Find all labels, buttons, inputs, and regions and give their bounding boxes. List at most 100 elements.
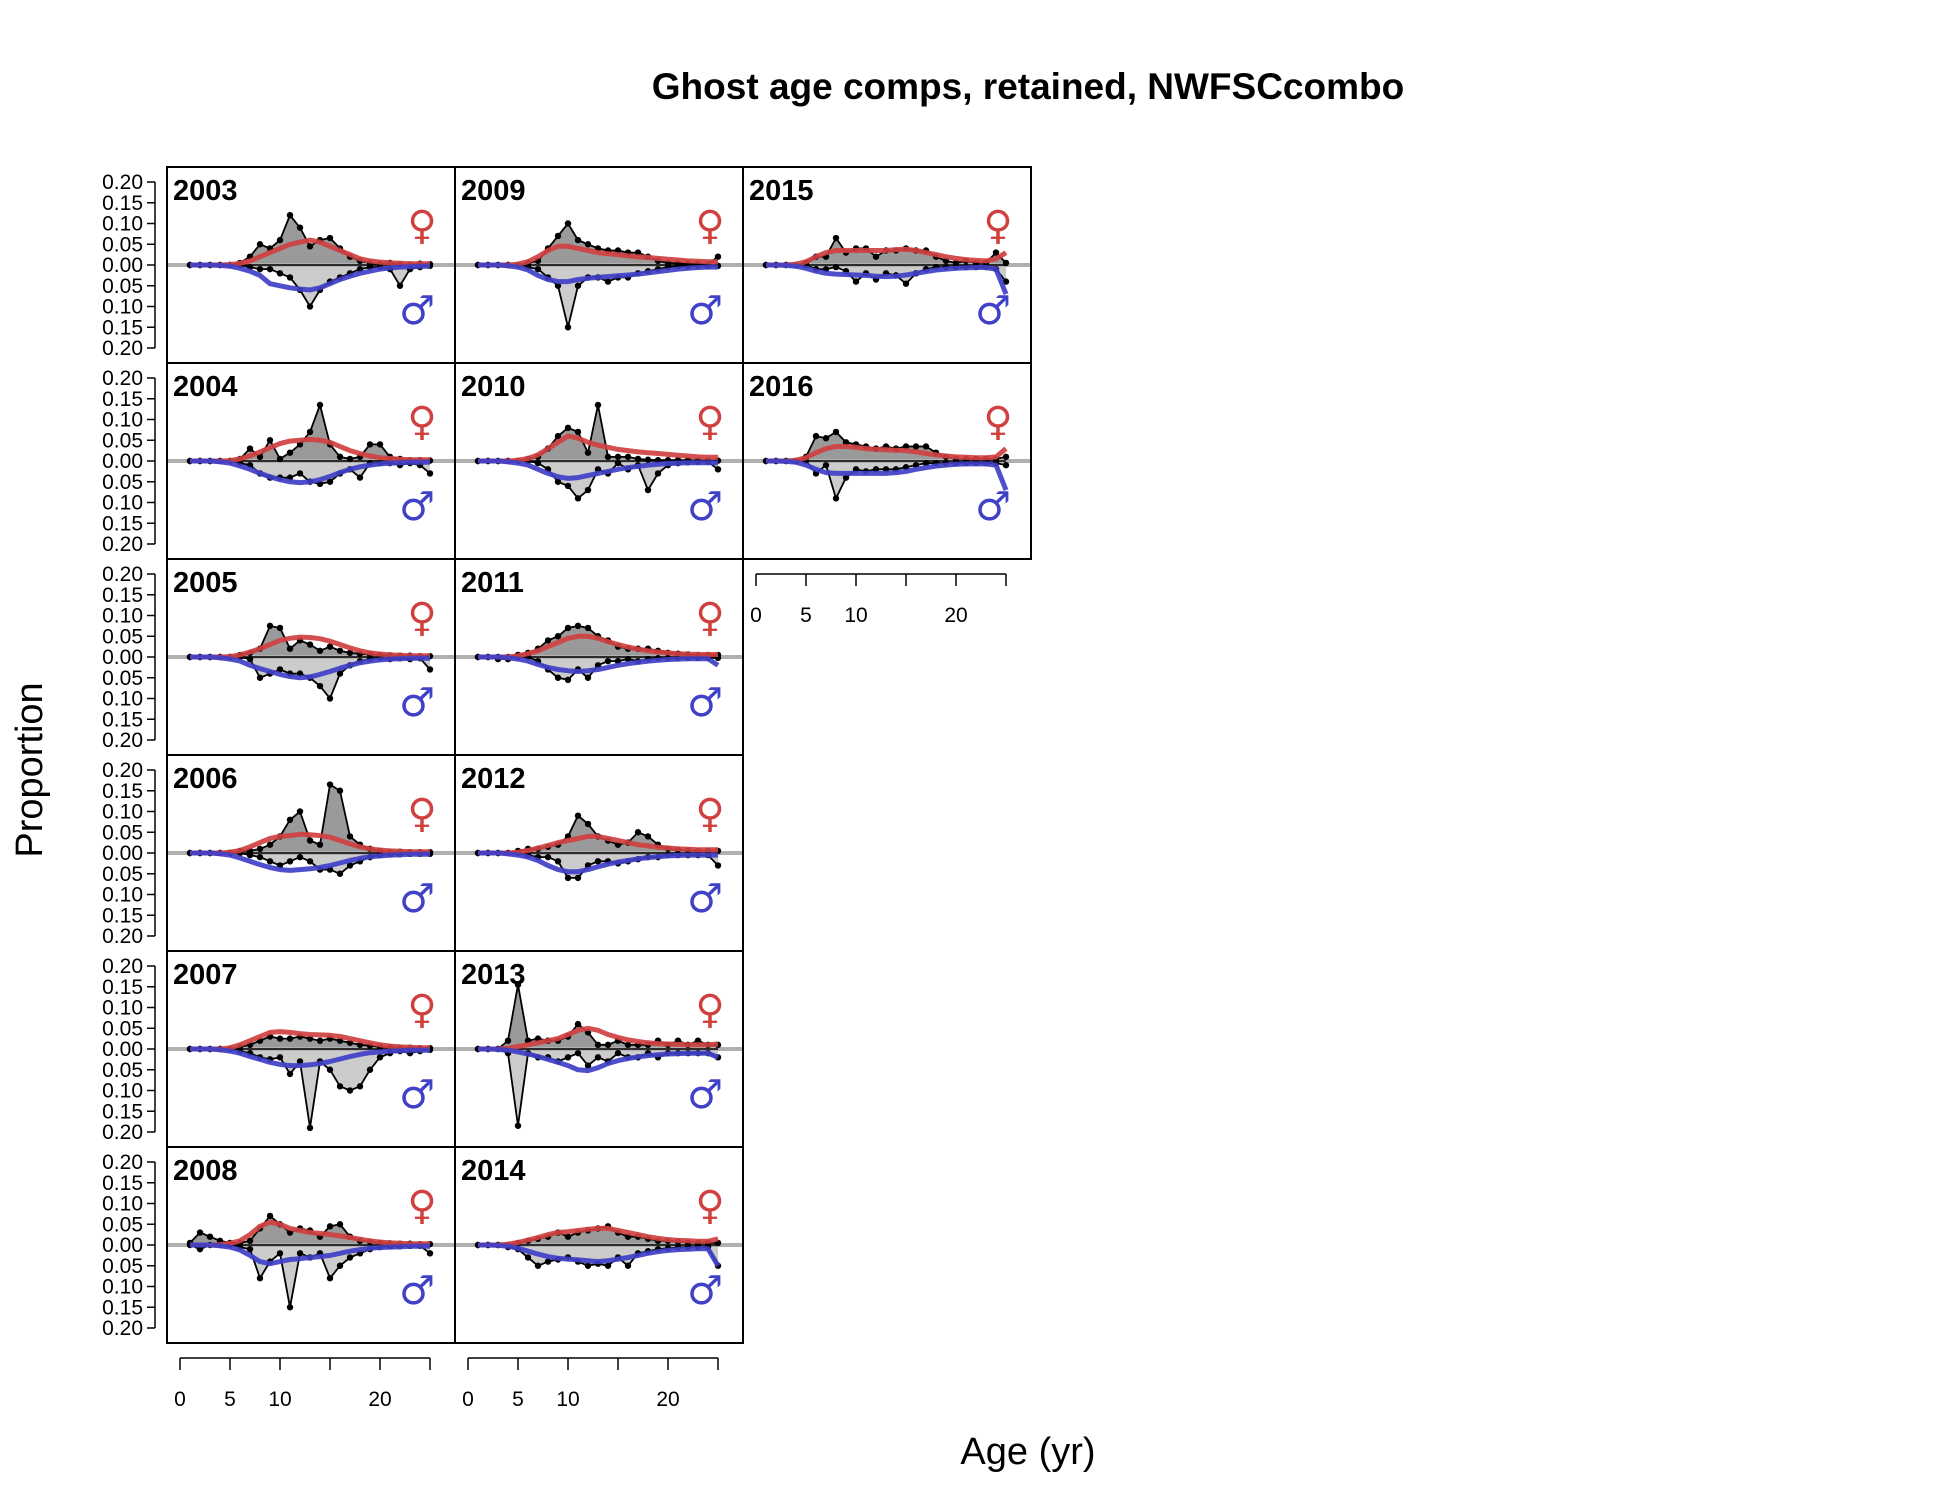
female-obs-point (554, 232, 562, 240)
male-obs-point (246, 1245, 254, 1253)
female-obs-point (574, 428, 582, 436)
female-obs-point (316, 647, 324, 654)
male-obs-point (286, 1304, 294, 1311)
male-obs-point (266, 265, 274, 273)
female-obs-point (346, 649, 354, 657)
female-obs-point (286, 1035, 294, 1042)
y-tick-label: 0.05 (102, 429, 143, 452)
male-obs-point (336, 870, 344, 877)
female-fit-line (190, 1029, 430, 1052)
male-symbol: ♂ (687, 1268, 723, 1314)
y-tick-label: 0.00 (102, 646, 143, 669)
female-obs-point (514, 981, 522, 988)
female-obs-point (276, 1035, 284, 1042)
female-obs-point (564, 424, 572, 431)
male-fit-line (478, 458, 718, 481)
panel-2004: 2004♀♂0.200.150.100.050.000.050.100.150.… (102, 362, 456, 560)
male-symbol: ♂ (687, 876, 723, 922)
panel-2009: 2009 ♀ ♂ (454, 166, 744, 364)
female-obs-point (574, 1020, 582, 1028)
female-obs-point (286, 212, 294, 219)
male-obs-point (534, 265, 542, 273)
female-symbol: ♀ (695, 595, 724, 641)
female-obs-point (584, 624, 592, 632)
panel-2008: 2008♀♂0.200.150.100.050.000.050.100.150.… (102, 1146, 456, 1411)
female-obs-point (266, 841, 274, 848)
y-tick-label: 0.20 (102, 955, 143, 978)
male-obs-point (356, 474, 364, 481)
male-fit-line (766, 262, 1009, 296)
y-tick-label: 0.10 (102, 688, 143, 711)
male-obs-point (832, 495, 840, 502)
female-obs-point (1002, 259, 1010, 267)
male-obs-point (326, 478, 334, 485)
male-obs-point (922, 459, 930, 467)
panel-2011: 2011 ♀ ♂ (454, 558, 744, 756)
male-obs-point (296, 1250, 304, 1257)
male-obs-point (624, 1262, 632, 1269)
male-obs-point (584, 674, 592, 681)
x-axis: 0 5 10 20 (174, 1357, 431, 1411)
y-tick-label: 0.05 (102, 863, 143, 886)
panel-2007: 2007♀♂0.200.150.100.050.000.050.100.150.… (102, 950, 456, 1148)
female-fit-line (766, 444, 1008, 464)
female-obs-point (336, 647, 344, 654)
male-fit-line (190, 262, 430, 293)
male-obs-area (190, 461, 430, 484)
y-tick-label: 0.05 (102, 1059, 143, 1082)
panel-year-label: 2007 (173, 959, 238, 991)
male-obs-point (256, 853, 264, 861)
y-tick-label: 0.20 (102, 533, 143, 556)
y-tick-label: 0.10 (102, 997, 143, 1020)
male-obs-point (604, 278, 612, 285)
y-tick-label: 0.05 (102, 625, 143, 648)
y-tick-label: 0.05 (102, 821, 143, 844)
female-fit-line (766, 246, 1008, 268)
panel-2016: 2016 ♀ ♂ 0 5 10 20 (742, 362, 1032, 627)
male-obs-point (316, 682, 324, 690)
female-obs-point (276, 236, 284, 244)
y-tick-label: 0.10 (102, 213, 143, 236)
panel-2014: 2014 ♀ ♂ 0 5 10 20 (454, 1146, 744, 1411)
male-obs-point (614, 1049, 622, 1057)
male-obs-point (276, 270, 284, 277)
male-symbol: ♂ (975, 484, 1011, 530)
y-axis: 0.200.150.100.050.000.050.100.150.20 (102, 955, 156, 1144)
female-obs-point (584, 241, 592, 248)
female-obs-point (276, 624, 284, 632)
y-tick-label: 0.10 (102, 492, 143, 515)
male-obs-point (654, 470, 662, 477)
male-obs-point (426, 470, 434, 477)
female-obs-point (1002, 453, 1010, 461)
male-fit-line (190, 1242, 430, 1267)
panel-2015: 2015 ♀ ♂ (742, 166, 1032, 364)
male-obs-point (336, 1083, 344, 1090)
female-obs-point (594, 1041, 602, 1049)
male-obs-point (246, 655, 254, 663)
female-obs-point (266, 1212, 274, 1220)
female-obs-point (296, 808, 304, 815)
y-axis: 0.200.150.100.050.000.050.100.150.20 (102, 1151, 156, 1340)
female-obs-point (246, 1237, 254, 1245)
male-symbol: ♂ (687, 680, 723, 726)
female-obs-point (296, 224, 304, 231)
male-obs-point (336, 670, 344, 677)
female-fit-line (190, 1219, 430, 1248)
y-axis-title: Proportion (9, 682, 51, 857)
y-tick-label: 0.20 (102, 367, 143, 390)
male-obs-point (306, 858, 314, 865)
male-symbol: ♂ (687, 1072, 723, 1118)
male-symbol: ♂ (975, 288, 1011, 334)
y-tick-label: 0.10 (102, 801, 143, 824)
y-tick-label: 0.05 (102, 233, 143, 256)
y-tick-label: 0.15 (102, 780, 143, 803)
female-symbol: ♀ (983, 399, 1012, 445)
female-obs-point (554, 432, 562, 440)
chart-title: Ghost age comps, retained, NWFSCcombo (652, 66, 1404, 107)
male-obs-point (554, 282, 562, 289)
male-obs-point (644, 486, 652, 494)
female-fit-line (190, 831, 430, 856)
female-obs-point (574, 812, 582, 819)
male-obs-area (478, 1245, 718, 1266)
female-symbol: ♀ (407, 791, 436, 837)
